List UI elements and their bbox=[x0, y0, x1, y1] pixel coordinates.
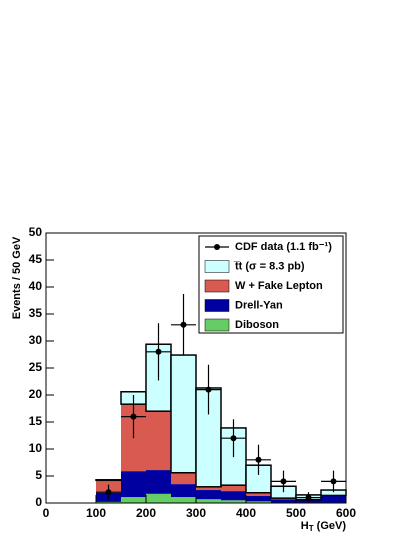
bar-segment bbox=[170, 354, 197, 474]
bar-segment bbox=[246, 495, 271, 502]
bar-segment bbox=[271, 499, 296, 503]
bar-segment bbox=[246, 501, 271, 503]
bar-segment bbox=[146, 493, 171, 503]
x-label-main: H bbox=[301, 520, 309, 532]
x-tick-label: 200 bbox=[136, 506, 156, 520]
y-tick-label: 10 bbox=[29, 441, 43, 455]
bar-segment bbox=[121, 497, 146, 503]
x-tick-label: 300 bbox=[186, 506, 206, 520]
bar-segment bbox=[146, 470, 171, 494]
bar-segment bbox=[171, 484, 196, 498]
x-tick-label: 500 bbox=[286, 506, 306, 520]
legend-label: CDF data (1.1 fb⁻¹) bbox=[235, 241, 332, 253]
bar-segment bbox=[171, 472, 196, 485]
x-tick-label: 600 bbox=[336, 506, 356, 520]
legend-label: t̅t (σ = 8.3 pb) bbox=[233, 260, 305, 272]
legend-label: W + Fake Lepton bbox=[235, 280, 323, 292]
bar-segment bbox=[246, 492, 271, 496]
data-point bbox=[155, 348, 162, 355]
bar-segment bbox=[196, 486, 221, 491]
legend-swatch bbox=[204, 299, 230, 312]
bar-segment bbox=[221, 491, 246, 501]
x-label-sub: T bbox=[309, 524, 314, 533]
y-tick-label: 45 bbox=[29, 252, 43, 266]
legend-label: Drell-Yan bbox=[235, 299, 283, 311]
legend: CDF data (1.1 fb⁻¹) t̅t (σ = 8.3 pb) W + F… bbox=[198, 235, 344, 334]
y-tick-label: 25 bbox=[29, 360, 43, 374]
data-point bbox=[230, 435, 237, 442]
y-tick-label: 30 bbox=[29, 333, 43, 347]
bar-segment bbox=[196, 490, 221, 500]
legend-label: Diboson bbox=[235, 319, 279, 331]
data-point bbox=[205, 386, 212, 393]
data-point bbox=[180, 321, 187, 328]
bar-segment bbox=[95, 479, 122, 482]
y-tick-label: 5 bbox=[35, 468, 42, 482]
data-point bbox=[280, 478, 287, 485]
y-tick-label: 20 bbox=[29, 387, 43, 401]
bar-segment bbox=[221, 485, 246, 492]
x-label-unit: (GeV) bbox=[314, 520, 347, 532]
legend-swatch bbox=[204, 318, 230, 332]
legend-marker bbox=[214, 244, 220, 250]
x-tick-label: 400 bbox=[236, 506, 256, 520]
bar-segment bbox=[121, 471, 146, 498]
legend-swatch bbox=[204, 279, 230, 293]
bar-segment bbox=[321, 495, 346, 503]
x-tick-label: 0 bbox=[43, 506, 50, 520]
x-tick-label: 100 bbox=[86, 506, 106, 520]
y-tick-label: 15 bbox=[29, 414, 43, 428]
bar-segment bbox=[171, 497, 196, 503]
data-point bbox=[255, 456, 262, 463]
legend-swatch bbox=[204, 260, 230, 273]
y-tick-label: 0 bbox=[35, 495, 42, 509]
y-tick-label: 35 bbox=[29, 306, 43, 320]
y-tick-label: 40 bbox=[29, 279, 43, 293]
x-axis-label: HT (GeV) bbox=[301, 520, 347, 533]
y-tick-label: 50 bbox=[29, 225, 43, 239]
y-axis-label: Events / 50 GeV bbox=[11, 236, 23, 319]
bar-segment bbox=[196, 499, 221, 503]
data-point bbox=[305, 494, 312, 501]
bar-segment bbox=[221, 500, 246, 503]
bar-segment bbox=[146, 411, 171, 471]
data-point bbox=[330, 478, 337, 485]
bar-segment bbox=[96, 501, 121, 503]
data-point bbox=[130, 413, 137, 420]
data-point bbox=[105, 489, 112, 496]
